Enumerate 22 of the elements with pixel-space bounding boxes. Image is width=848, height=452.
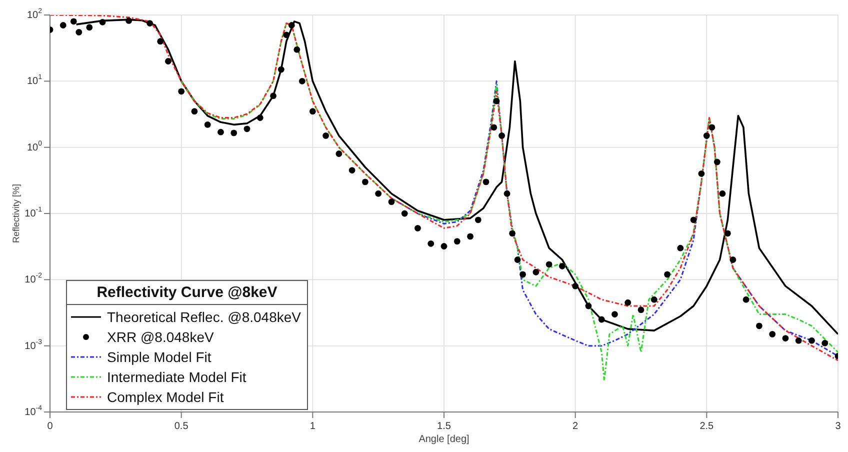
x-tick-label: 0 (47, 420, 54, 432)
x-tick-label: 0.5 (174, 420, 189, 432)
y-axis-title: Reflectivity [%] (11, 184, 22, 244)
y-tick-label: 10$^{0}$ (26, 140, 42, 153)
legend-title: Reflectivity Curve @8keV (67, 281, 307, 305)
legend-label: Complex Model Fit (107, 388, 224, 407)
legend-label: Intermediate Model Fit (107, 368, 246, 387)
x-tick-label: 2.5 (700, 420, 714, 432)
y-tick-label: 10$^{-3}$ (24, 339, 42, 352)
x-tick-label: 3 (835, 420, 842, 432)
legend-label: XRR @8.048keV (107, 328, 214, 347)
x-tick-label: 1.5 (437, 420, 452, 432)
legend-label: Simple Model Fit (107, 348, 212, 367)
x-axis-title: Angle [deg] (418, 434, 470, 445)
y-tick-label: 10$^{1}$ (26, 74, 42, 87)
y-tick-label: 10$^{2}$ (26, 8, 42, 21)
legend-label: Theoretical Reflec. @8.048keV (107, 308, 301, 327)
y-tick-label: 10$^{-4}$ (24, 405, 42, 418)
y-tick-label: 10$^{-1}$ (24, 206, 42, 220)
x-tick-label: 2 (572, 420, 579, 432)
y-tick-label: 10$^{-2}$ (24, 273, 42, 286)
x-tick-label: 1 (310, 420, 316, 432)
